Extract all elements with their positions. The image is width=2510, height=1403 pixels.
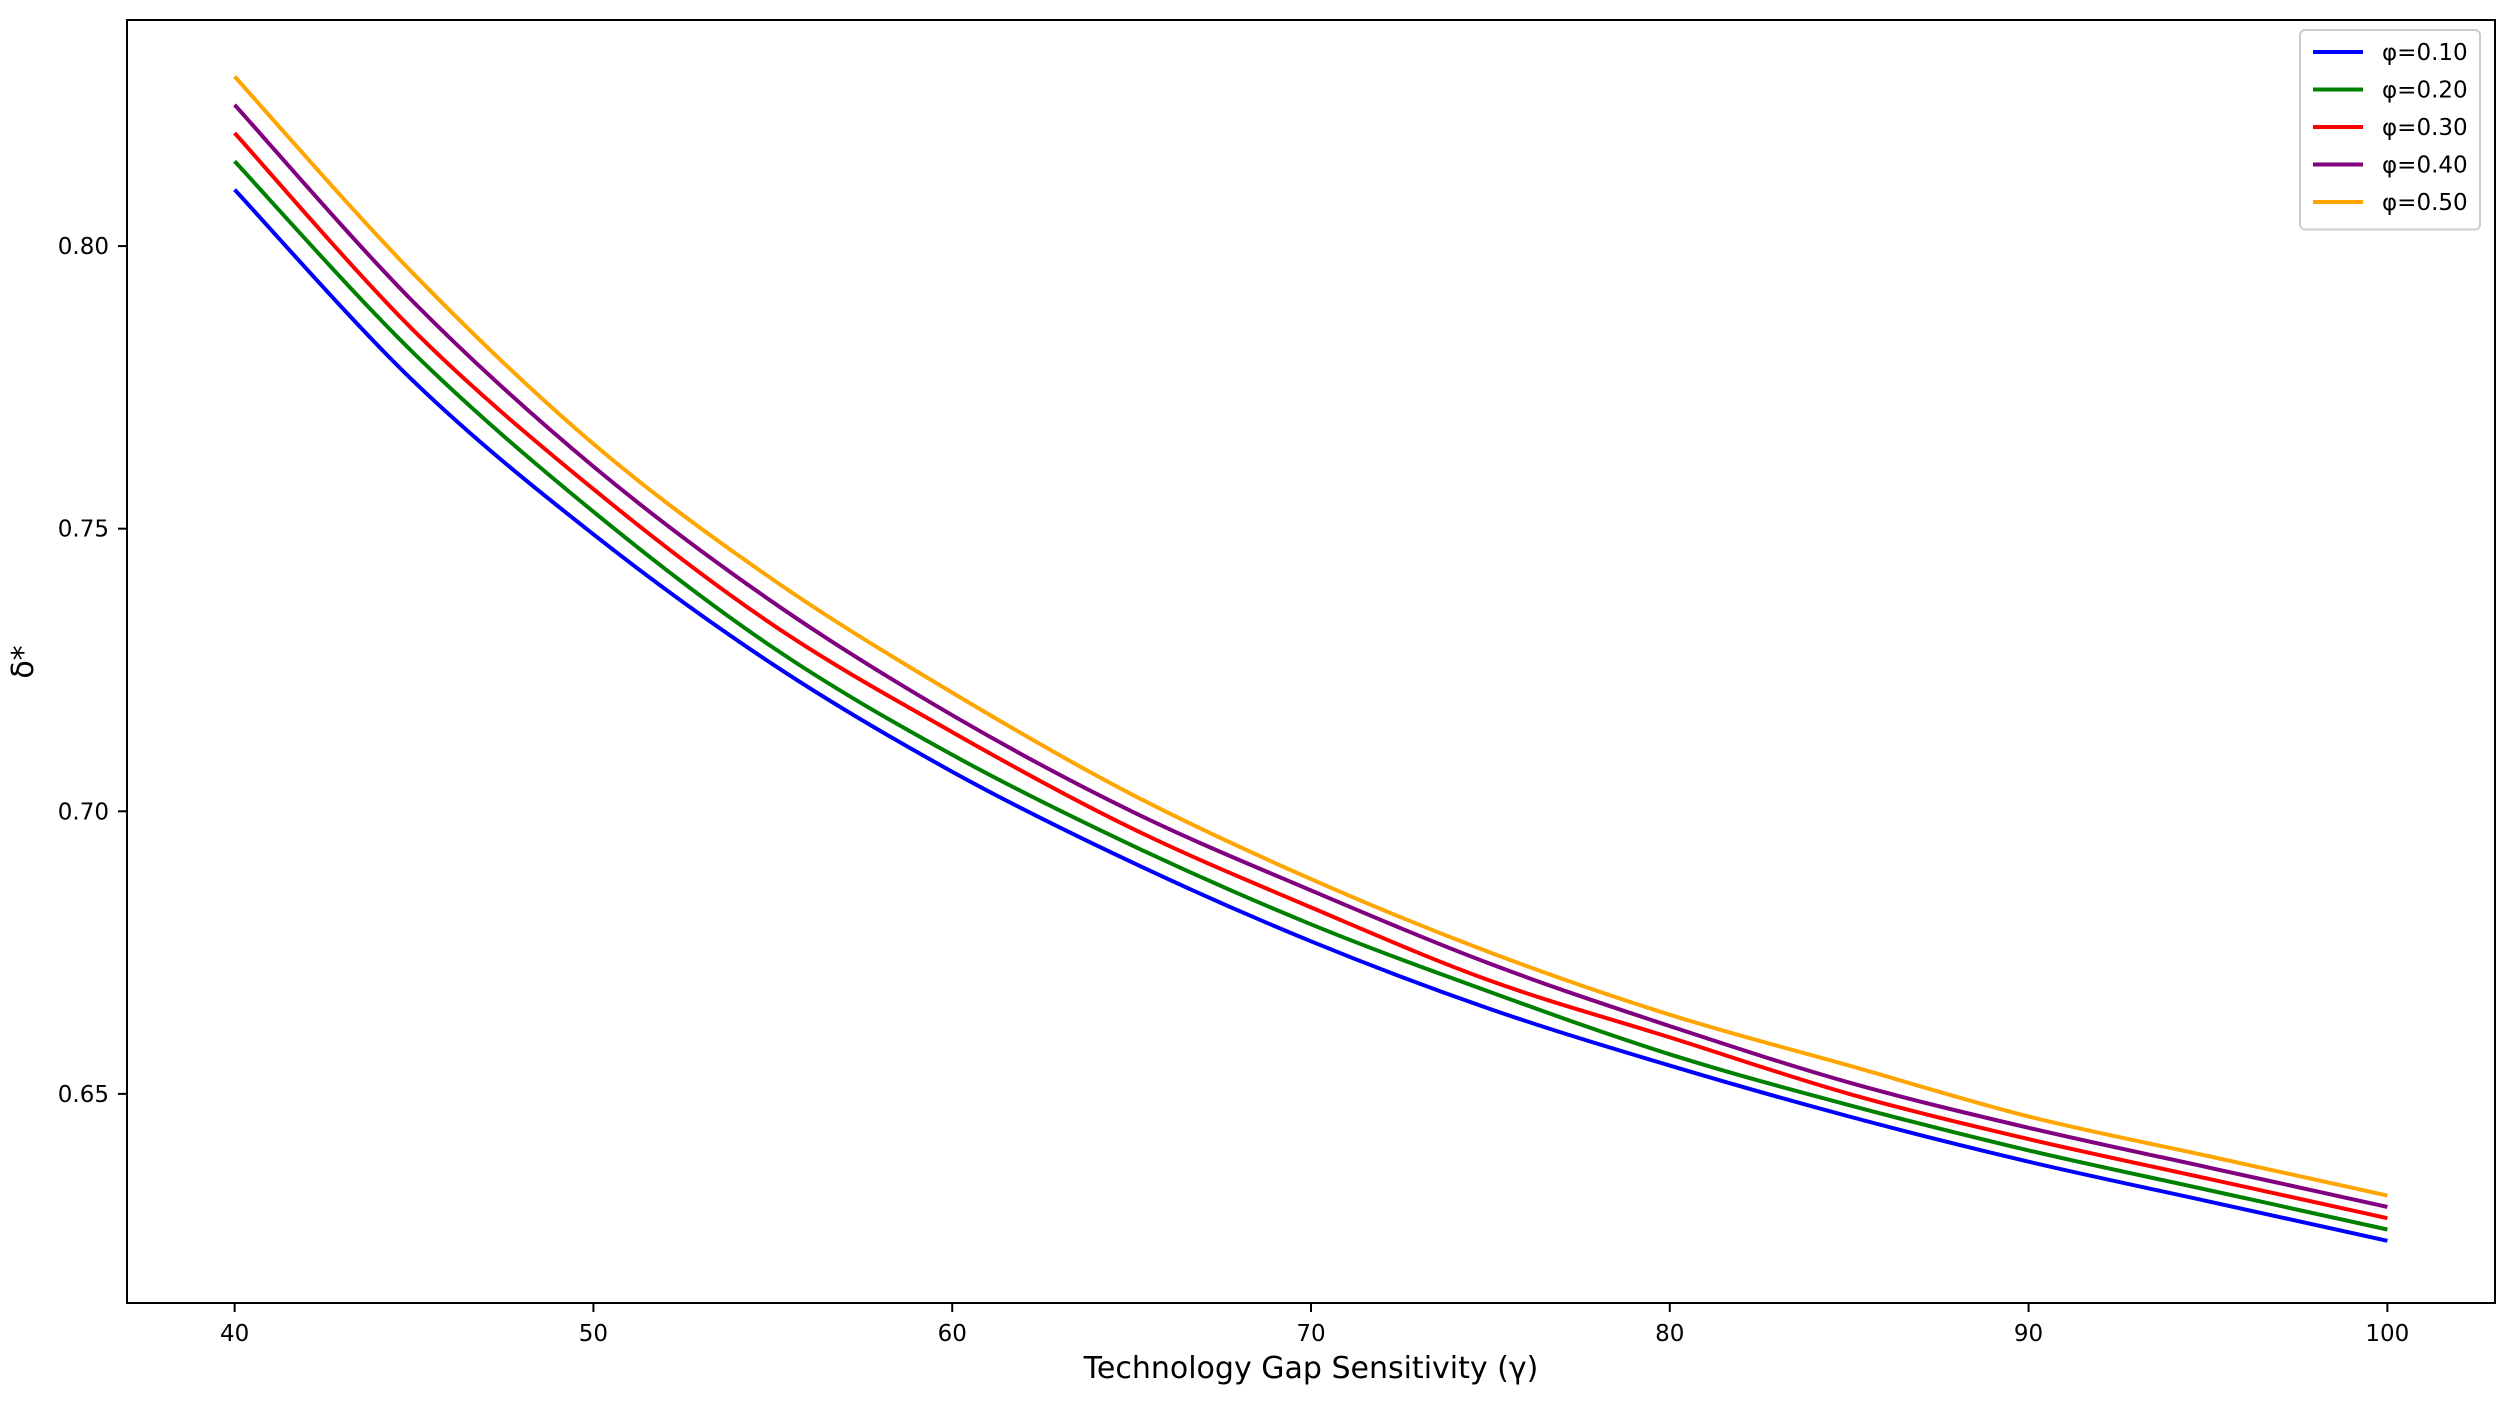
y-axis: 0.65 0.70 0.75 0.80 [58,234,127,1108]
series-line-5 [233,75,2388,1198]
x-tick-label: 50 [579,1321,608,1347]
y-tick-label: 0.75 [58,517,109,543]
x-axis: 40 50 60 70 80 90 100 [220,1303,2409,1347]
x-tick-label: 40 [220,1321,249,1347]
series-line-4 [233,103,2388,1209]
legend-label-2: φ=0.20 [2382,78,2468,104]
y-tick-label: 0.80 [58,234,109,260]
y-axis-label: δ* [6,645,41,678]
x-tick-label: 90 [2014,1321,2043,1347]
x-tick-label: 70 [1296,1321,1325,1347]
series-line-2 [233,159,2388,1232]
legend-frame [2299,29,2481,231]
legend-label-4: φ=0.40 [2382,153,2468,179]
y-tick-label: 0.70 [58,799,109,825]
y-tick-label: 0.65 [58,1082,109,1108]
series-layer [233,75,2388,1243]
legend-label-1: φ=0.10 [2382,40,2468,66]
legend-label-3: φ=0.30 [2382,115,2468,141]
x-tick-label: 80 [1655,1321,1684,1347]
x-axis-label: Technology Gap Sensitivity (γ) [1083,1351,1539,1386]
x-tick-label: 60 [938,1321,967,1347]
legend-label-5: φ=0.50 [2382,190,2468,216]
x-tick-label: 100 [2365,1321,2409,1347]
series-line-3 [233,131,2388,1221]
series-line-1 [233,188,2388,1243]
legend: φ=0.10 φ=0.20 φ=0.30 φ=0.40 φ=0.50 [2299,29,2481,231]
